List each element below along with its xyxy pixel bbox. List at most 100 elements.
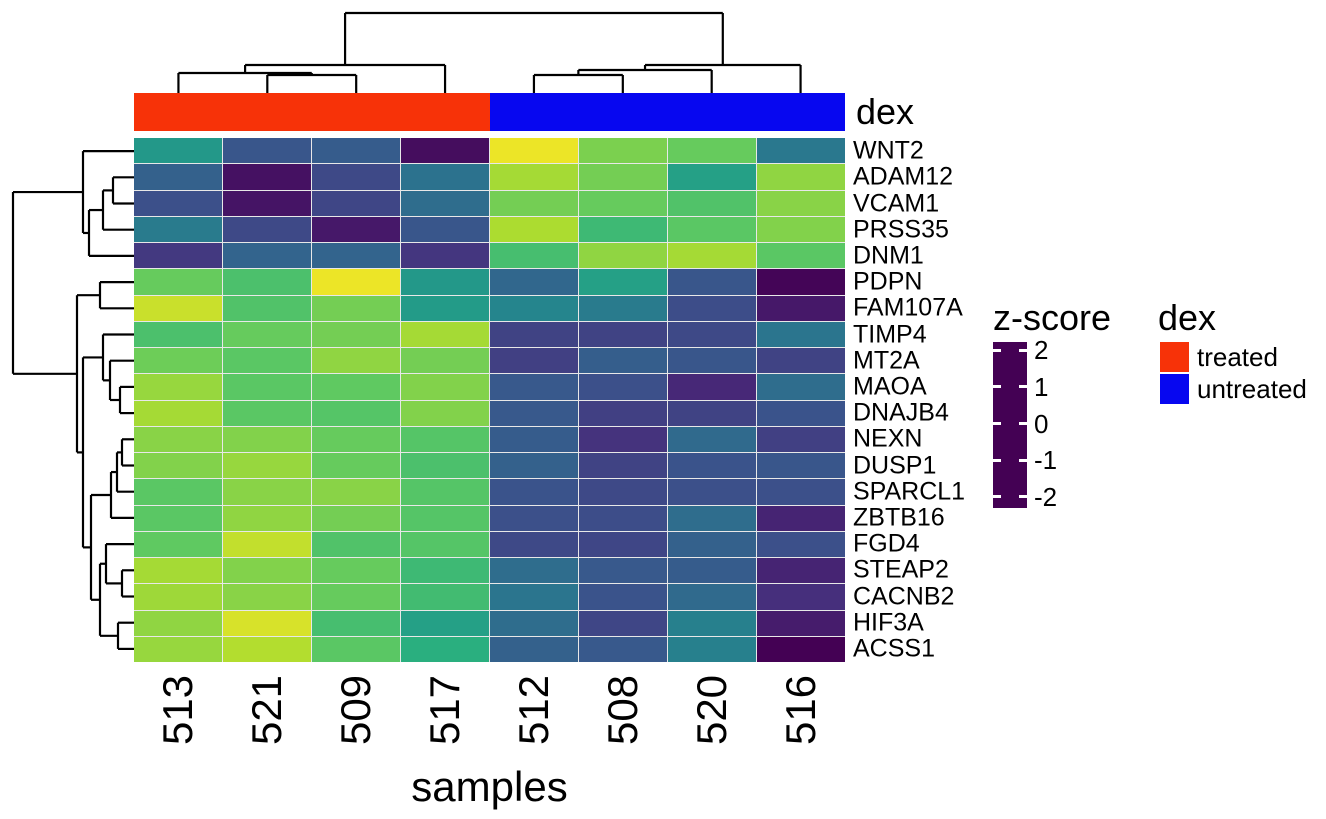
heatmap-cell xyxy=(134,531,222,557)
heatmap-cell xyxy=(401,531,489,557)
colorbar-tick-label: -1 xyxy=(1034,445,1058,476)
heatmap-cell xyxy=(401,479,489,505)
heatmap-cell xyxy=(490,295,578,321)
row-label-MT2A: MT2A xyxy=(853,346,920,375)
column-label-517: 517 xyxy=(421,674,469,746)
annotation-segment-untreated xyxy=(578,93,668,131)
heatmap-cell xyxy=(490,348,578,374)
heatmap-cell xyxy=(490,558,578,584)
heatmap-cell xyxy=(223,558,311,584)
heatmap-cell xyxy=(757,216,845,242)
colorbar-tick-label: 2 xyxy=(1034,335,1049,366)
heatmap-cell xyxy=(490,400,578,426)
heatmap-cell xyxy=(401,584,489,610)
row-label-DNM1: DNM1 xyxy=(853,241,924,270)
heatmap-cell xyxy=(223,400,311,426)
heatmap-cell xyxy=(401,610,489,636)
heatmap-cell xyxy=(668,348,756,374)
heatmap-cell xyxy=(401,400,489,426)
heatmap-cell xyxy=(312,558,400,584)
heatmap-cell xyxy=(223,216,311,242)
heatmap-cell xyxy=(579,164,667,190)
column-label-521: 521 xyxy=(243,674,291,746)
heatmap-cell xyxy=(401,505,489,531)
heatmap-cell xyxy=(579,426,667,452)
colorbar-tick-mark xyxy=(1019,385,1027,389)
heatmap-cell xyxy=(312,190,400,216)
heatmap-cell xyxy=(490,479,578,505)
heatmap-cell xyxy=(579,138,667,164)
heatmap-cell xyxy=(223,321,311,347)
heatmap-cell xyxy=(490,610,578,636)
heatmap-cell xyxy=(757,636,845,662)
heatmap-cell xyxy=(490,243,578,269)
heatmap-cell xyxy=(579,243,667,269)
heatmap-cell xyxy=(579,295,667,321)
heatmap-cell xyxy=(757,610,845,636)
heatmap-cell xyxy=(668,453,756,479)
heatmap-cell xyxy=(134,374,222,400)
heatmap-cell xyxy=(757,295,845,321)
annotation-segment-treated xyxy=(134,93,223,131)
heatmap-cell xyxy=(134,295,222,321)
heatmap-cell xyxy=(223,531,311,557)
heatmap-cell xyxy=(312,610,400,636)
heatmap-cell xyxy=(401,321,489,347)
column-label-513: 513 xyxy=(154,674,202,746)
heatmap-cell xyxy=(312,269,400,295)
heatmap-cell xyxy=(490,164,578,190)
heatmap-cell xyxy=(668,295,756,321)
legend-label-treated: treated xyxy=(1197,342,1278,372)
row-label-STEAP2: STEAP2 xyxy=(853,555,949,584)
heatmap-cell xyxy=(668,636,756,662)
row-label-MAOA: MAOA xyxy=(853,372,927,401)
heatmap-cell xyxy=(757,453,845,479)
heatmap-cell xyxy=(401,243,489,269)
heatmap-cell xyxy=(668,584,756,610)
heatmap-cell xyxy=(401,164,489,190)
colorbar-tick-label: 1 xyxy=(1034,371,1049,402)
annotation-legend-title: dex xyxy=(1158,297,1217,338)
heatmap-cell xyxy=(668,610,756,636)
heatmap-cell xyxy=(223,636,311,662)
annotation-segment-untreated xyxy=(756,93,845,131)
row-label-VCAM1: VCAM1 xyxy=(853,189,940,217)
row-dendrogram xyxy=(11,150,134,651)
heatmap-cell xyxy=(312,216,400,242)
row-label-CACNB2: CACNB2 xyxy=(853,582,955,610)
heatmap-cell xyxy=(490,584,578,610)
heatmap-cell xyxy=(579,558,667,584)
heatmap-cell xyxy=(490,321,578,347)
heatmap-cell xyxy=(134,321,222,347)
annotation-segment-untreated xyxy=(667,93,757,131)
heatmap-cell xyxy=(401,453,489,479)
heatmap-cell xyxy=(134,243,222,269)
heatmap-cell xyxy=(401,636,489,662)
heatmap-cell xyxy=(757,400,845,426)
heatmap-cell xyxy=(757,374,845,400)
heatmap-cell xyxy=(134,426,222,452)
heatmap-cell xyxy=(134,269,222,295)
row-label-HIF3A: HIF3A xyxy=(853,608,924,637)
heatmap-cell xyxy=(579,400,667,426)
heatmap-cell xyxy=(579,584,667,610)
colorbar-tick-mark xyxy=(993,348,1001,352)
heatmap-cell xyxy=(757,348,845,374)
heatmap-cell xyxy=(401,558,489,584)
x-axis-title: samples xyxy=(411,763,568,810)
heatmap-cell xyxy=(757,531,845,557)
column-label-516: 516 xyxy=(776,674,824,746)
row-label-PDPN: PDPN xyxy=(853,267,923,296)
colorbar-tick-mark xyxy=(1019,348,1027,352)
column-label-512: 512 xyxy=(509,674,557,746)
heatmap-cell xyxy=(490,636,578,662)
heatmap-cell xyxy=(223,269,311,295)
heatmap-cell xyxy=(579,636,667,662)
heatmap-cell xyxy=(134,216,222,242)
heatmap-cell xyxy=(757,321,845,347)
colorbar-tick-mark xyxy=(1019,495,1027,499)
heatmap-cell xyxy=(668,138,756,164)
heatmap-cell xyxy=(579,348,667,374)
heatmap-cell xyxy=(668,531,756,557)
heatmap-cell xyxy=(579,216,667,242)
